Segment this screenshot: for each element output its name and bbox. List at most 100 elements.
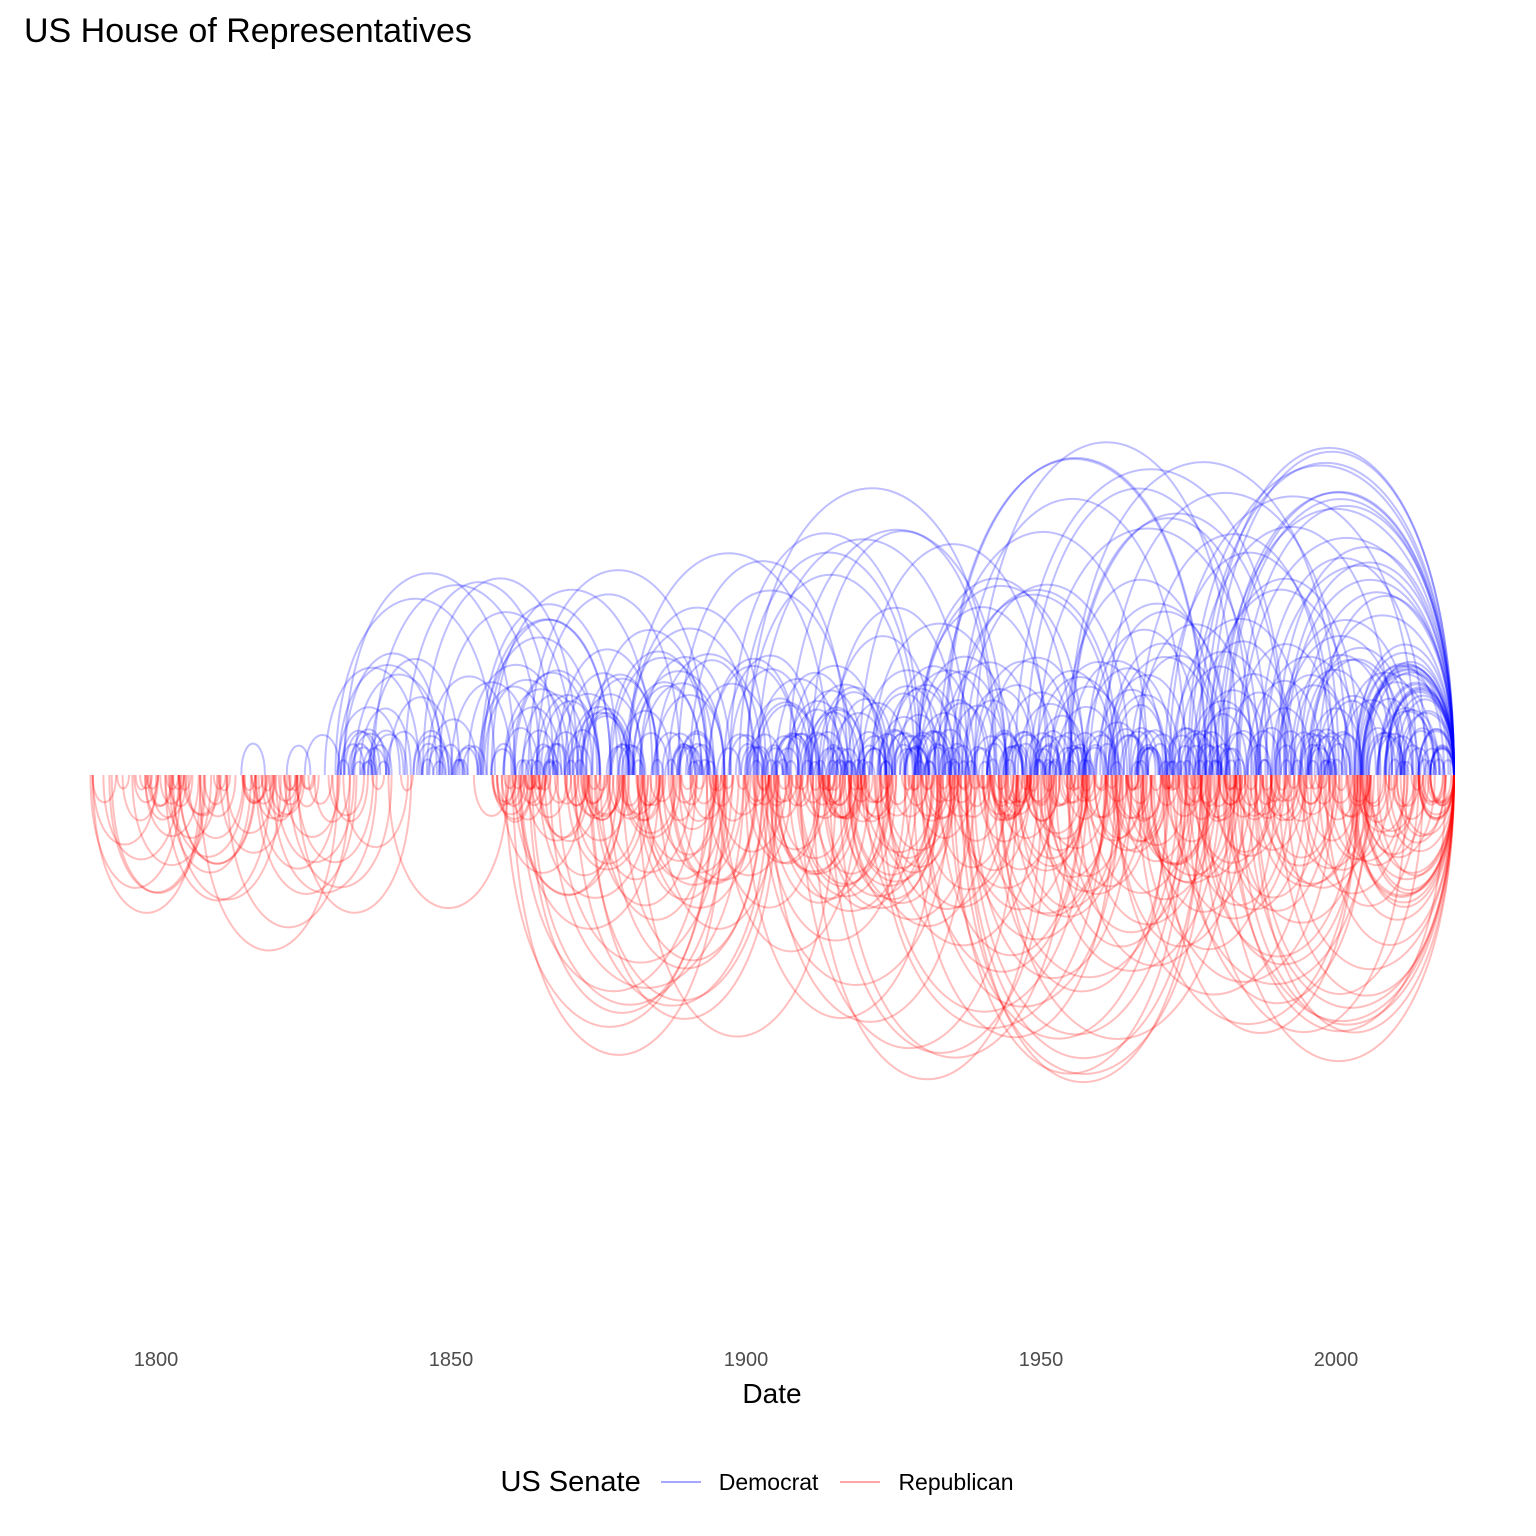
democrat-tenure-arc [877, 730, 915, 776]
republican-tenure-arc [1141, 774, 1242, 884]
republican-tenure-arc [1235, 774, 1368, 924]
republican-tenure-arc [177, 774, 256, 865]
democrat-tenure-arc [343, 731, 382, 776]
republican-tenure-arc [824, 774, 862, 818]
democrat-tenure-arc [944, 742, 971, 776]
democrat-tenure-arc [1397, 712, 1455, 776]
democrat-tenure-arc [1310, 614, 1455, 776]
democrat-tenure-arc [1137, 746, 1164, 776]
republican-tenure-arc [643, 774, 745, 886]
republican-tenure-arc [1353, 774, 1455, 908]
democrat-tenure-arc [820, 744, 847, 776]
democrat-tenure-arc [1210, 673, 1297, 776]
republican-tenure-arc [1018, 774, 1033, 791]
democrat-tenure-arc [942, 457, 1207, 776]
republican-tenure-arc [993, 774, 1008, 791]
democrat-tenure-arc [913, 606, 1051, 776]
democrat-tenure-arc [452, 758, 467, 776]
democrat-tenure-arc [360, 761, 374, 776]
republican-tenure-arc [1253, 774, 1455, 1034]
democrat-tenure-arc [667, 659, 757, 776]
republican-tenure-arc [1243, 774, 1282, 816]
democrat-tenure-arc [1417, 758, 1432, 776]
republican-tenure-arc [1104, 774, 1131, 803]
democrat-tenure-arc [1180, 759, 1195, 776]
legend-item-republican: Republican [840, 1469, 1014, 1496]
democrat-tenure-arc [1036, 743, 1063, 776]
republican-tenure-arc [640, 774, 667, 806]
democrat-tenure-arc [894, 748, 920, 776]
democrat-tenure-arc [1354, 643, 1455, 776]
republican-tenure-arc [1163, 774, 1220, 843]
democrat-tenure-arc [1271, 730, 1310, 776]
democrat-tenure-arc [479, 603, 619, 776]
republican-tenure-arc [1178, 774, 1372, 986]
republican-tenure-arc [1047, 774, 1073, 806]
democrat-tenure-arc [1104, 674, 1191, 776]
republican-tenure-arc [1016, 774, 1086, 860]
democrat-tenure-arc [1375, 732, 1414, 776]
democrat-tenure-arc [1077, 758, 1092, 776]
democrat-tenure-arc [840, 760, 855, 776]
democrat-tenure-arc [922, 759, 936, 776]
republican-tenure-arc [1327, 774, 1354, 804]
democrat-tenure-arc [1189, 525, 1394, 776]
democrat-tenure-arc [899, 747, 925, 776]
republican-tenure-arc [91, 774, 202, 914]
democrat-tenure-arc [1298, 734, 1337, 776]
republican-tenure-arc [133, 774, 159, 804]
republican-tenure-arc [593, 774, 697, 907]
democrat-tenure-arc [1384, 686, 1455, 776]
republican-tenure-arc [178, 774, 257, 865]
democrat-tenure-arc [1004, 731, 1042, 776]
democrat-tenure-arc [542, 742, 569, 776]
republican-tenure-arc [863, 774, 936, 853]
democrat-tenure-arc [568, 705, 630, 776]
republican-tenure-arc [573, 774, 611, 817]
democrat-tenure-arc [608, 650, 709, 776]
democrat-tenure-arc [1299, 591, 1455, 776]
republican-tenure-arc [952, 774, 1187, 1075]
republican-tenure-arc [543, 774, 625, 876]
republican-tenure-arc [521, 774, 547, 807]
republican-tenure-arc [1258, 774, 1341, 867]
democrat-tenure-arc [728, 532, 923, 776]
republican-tenure-arc [1084, 774, 1123, 818]
republican-tenure-arc [491, 774, 518, 803]
democrat-tenure-arc [1209, 759, 1223, 776]
republican-tenure-arc [288, 774, 302, 792]
legend-title: US Senate [500, 1465, 641, 1498]
democrat-tenure-arc [1353, 652, 1455, 776]
republican-tenure-arc [1120, 774, 1193, 863]
republican-tenure-arc [1047, 774, 1146, 895]
republican-tenure-arc [1225, 774, 1322, 899]
republican-tenure-arc [1289, 774, 1372, 869]
democrat-tenure-arc [450, 681, 533, 776]
democrat-tenure-arc [1013, 742, 1039, 776]
democrat-tenure-arc [1219, 491, 1455, 776]
democrat-tenure-arc [986, 758, 1000, 776]
democrat-tenure-arc [1432, 758, 1446, 776]
republican-tenure-arc [1161, 774, 1175, 790]
republican-tenure-arc [89, 774, 183, 889]
republican-tenure-arc [1062, 774, 1077, 790]
republican-tenure-arc [243, 774, 269, 803]
democrat-tenure-arc [796, 689, 866, 776]
democrat-tenure-arc [1252, 727, 1291, 776]
republican-tenure-arc [800, 774, 839, 818]
democrat-tenure-arc [773, 732, 812, 776]
republican-tenure-arc [1115, 774, 1247, 948]
republican-tenure-arc [1113, 774, 1171, 842]
democrat-tenure-arc [1177, 665, 1262, 776]
republican-tenure-arc [607, 774, 645, 817]
democrat-tenure-arc [707, 665, 800, 776]
democrat-tenure-arc [856, 758, 870, 776]
democrat-tenure-arc [1278, 635, 1403, 776]
democrat-tenure-arc [1199, 706, 1260, 776]
republican-tenure-arc [773, 774, 863, 875]
republican-tenure-arc [1212, 774, 1287, 857]
republican-tenure-arc [649, 774, 675, 803]
democrat-tenure-arc [511, 671, 594, 776]
democrat-tenure-arc [342, 572, 516, 776]
republican-tenure-arc [848, 774, 945, 883]
